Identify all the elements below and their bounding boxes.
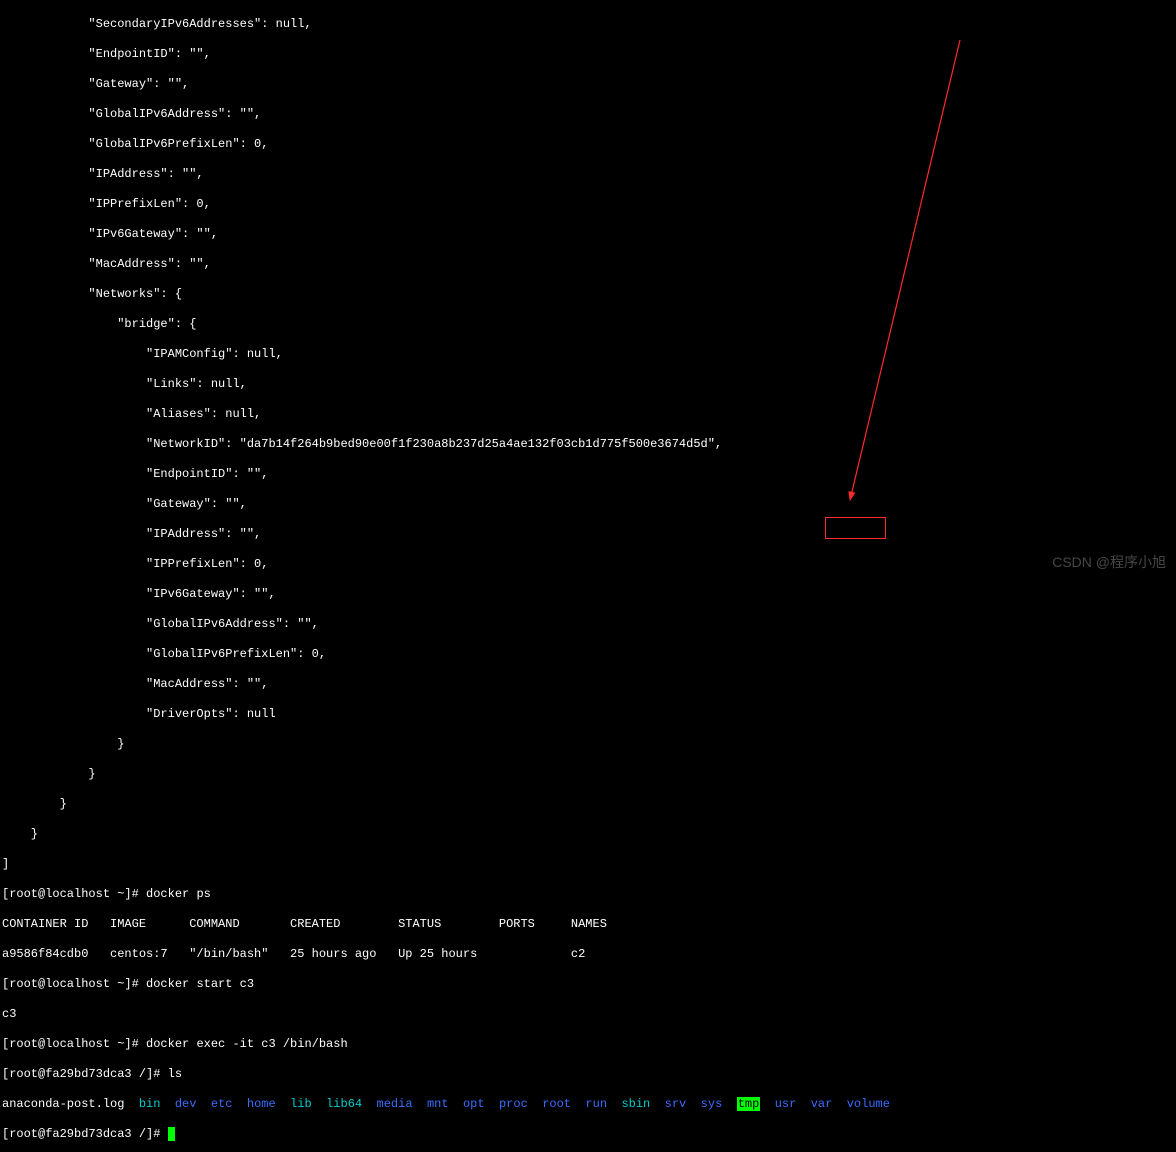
ls-entry: volume (847, 1097, 890, 1111)
json-line: } (2, 797, 1174, 812)
json-line: "Gateway": "", (2, 77, 1174, 92)
json-line: "bridge": { (2, 317, 1174, 332)
ls-entry: proc (499, 1097, 528, 1111)
ls-entry: srv (665, 1097, 687, 1111)
prompt-prefix: [root@fa29bd73dca3 /]# (2, 1127, 168, 1141)
json-line: "IPv6Gateway": "", (2, 587, 1174, 602)
json-line: "IPPrefixLen": 0, (2, 557, 1174, 572)
ls-entry: sbin (621, 1097, 650, 1111)
ps-header: CONTAINER ID IMAGE COMMAND CREATED STATU… (2, 917, 1174, 932)
json-line: "EndpointID": "", (2, 47, 1174, 62)
json-line: "Links": null, (2, 377, 1174, 392)
json-line: "SecondaryIPv6Addresses": null, (2, 17, 1174, 32)
cursor-icon (168, 1127, 175, 1141)
ls-entry: mnt (427, 1097, 449, 1111)
ls-entry: lib64 (326, 1097, 362, 1111)
ls-entry: media (377, 1097, 413, 1111)
json-line: "IPAddress": "", (2, 527, 1174, 542)
ps-row: a9586f84cdb0 centos:7 "/bin/bash" 25 hou… (2, 947, 1174, 962)
json-line: "IPv6Gateway": "", (2, 227, 1174, 242)
ls-entry: root (542, 1097, 571, 1111)
json-line: "IPAMConfig": null, (2, 347, 1174, 362)
json-line: "GlobalIPv6Address": "", (2, 617, 1174, 632)
json-line: "EndpointID": "", (2, 467, 1174, 482)
ls-entry: bin (139, 1097, 161, 1111)
json-line: "IPPrefixLen": 0, (2, 197, 1174, 212)
ls-entry: home (247, 1097, 276, 1111)
json-line: "MacAddress": "", (2, 257, 1174, 272)
json-line: "Aliases": null, (2, 407, 1174, 422)
command-text: ls (168, 1067, 182, 1081)
json-line: "IPAddress": "", (2, 167, 1174, 182)
prompt-line[interactable]: [root@fa29bd73dca3 /]# ls (2, 1067, 1174, 1082)
prompt-prefix: [root@localhost ~]# (2, 977, 146, 991)
ls-output: anaconda-post.log bin dev etc home lib l… (2, 1097, 1174, 1112)
output-line: c3 (2, 1007, 1174, 1022)
json-line: "Gateway": "", (2, 497, 1174, 512)
prompt-prefix: [root@localhost ~]# (2, 887, 146, 901)
prompt-prefix: [root@fa29bd73dca3 /]# (2, 1067, 168, 1081)
ls-entry: var (811, 1097, 833, 1111)
ls-entry: dev (175, 1097, 197, 1111)
command-text: docker ps (146, 887, 211, 901)
terminal-output: "SecondaryIPv6Addresses": null, "Endpoin… (0, 0, 1176, 1152)
command-text: docker exec -it c3 /bin/bash (146, 1037, 348, 1051)
prompt-line[interactable]: [root@localhost ~]# docker exec -it c3 /… (2, 1037, 1174, 1052)
ls-entry: etc (211, 1097, 233, 1111)
json-line: "MacAddress": "", (2, 677, 1174, 692)
json-line: } (2, 737, 1174, 752)
watermark: CSDN @程序小旭 (1052, 555, 1166, 570)
json-line: "GlobalIPv6Address": "", (2, 107, 1174, 122)
json-line: "DriverOpts": null (2, 707, 1174, 722)
json-line: "Networks": { (2, 287, 1174, 302)
prompt-line[interactable]: [root@fa29bd73dca3 /]# (2, 1127, 1174, 1142)
json-line: "GlobalIPv6PrefixLen": 0, (2, 137, 1174, 152)
json-line: } (2, 767, 1174, 782)
ls-entry: sys (701, 1097, 723, 1111)
ls-entry: lib (290, 1097, 312, 1111)
prompt-line[interactable]: [root@localhost ~]# docker start c3 (2, 977, 1174, 992)
json-line: "GlobalIPv6PrefixLen": 0, (2, 647, 1174, 662)
prompt-prefix: [root@localhost ~]# (2, 1037, 146, 1051)
json-line: ] (2, 857, 1174, 872)
prompt-line[interactable]: [root@localhost ~]# docker ps (2, 887, 1174, 902)
json-line: "NetworkID": "da7b14f264b9bed90e00f1f230… (2, 437, 1174, 452)
json-line: } (2, 827, 1174, 842)
command-text: docker start c3 (146, 977, 254, 991)
ls-entry: run (585, 1097, 607, 1111)
ls-entry: usr (775, 1097, 797, 1111)
ls-entry: opt (463, 1097, 485, 1111)
ls-entry-tmp: tmp (737, 1097, 761, 1111)
